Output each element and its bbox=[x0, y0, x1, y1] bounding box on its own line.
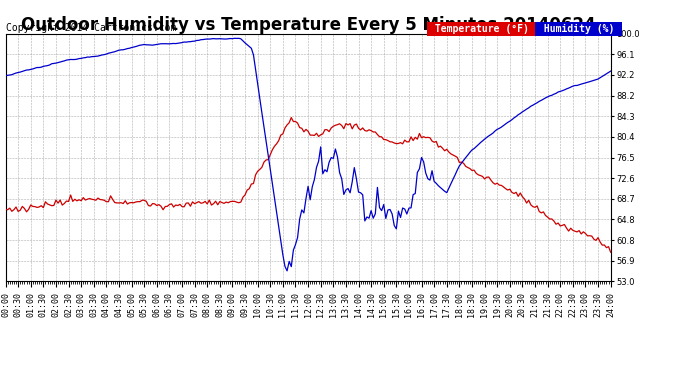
Title: Outdoor Humidity vs Temperature Every 5 Minutes 20140624: Outdoor Humidity vs Temperature Every 5 … bbox=[21, 16, 595, 34]
Text: Temperature (°F): Temperature (°F) bbox=[429, 24, 535, 34]
Text: Humidity (%): Humidity (%) bbox=[538, 24, 620, 34]
Text: Copyright 2014 Cartronics.com: Copyright 2014 Cartronics.com bbox=[6, 22, 177, 33]
